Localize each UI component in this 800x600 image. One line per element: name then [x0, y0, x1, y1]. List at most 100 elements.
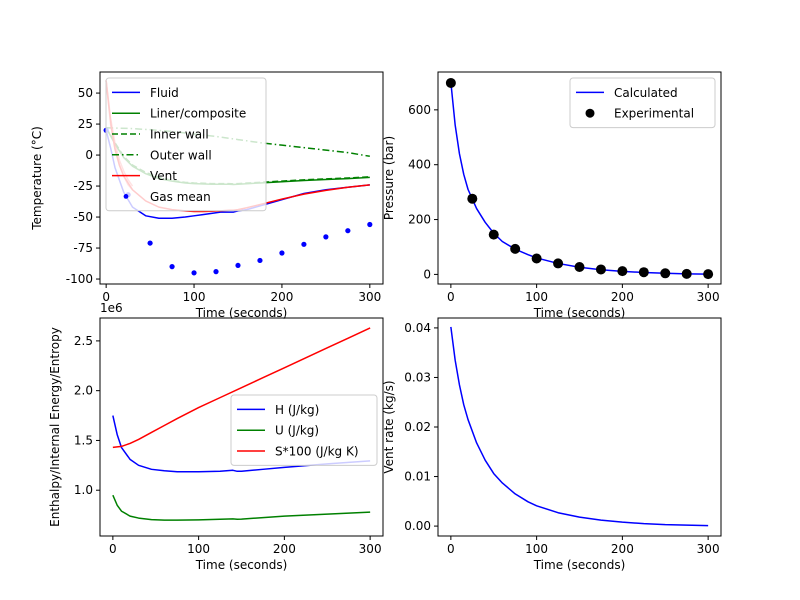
legend-label: Inner wall	[150, 128, 209, 142]
legend-label: U (J/kg)	[275, 424, 319, 438]
legend-label: Vent	[150, 169, 177, 183]
x-axis-label: Time (seconds)	[533, 306, 626, 320]
y-tick-label: -75	[73, 241, 93, 255]
legend: Fluid Liner/composite Inner wall Outer wall…	[105, 77, 267, 212]
y-tick-label: 1.0	[74, 483, 93, 497]
experimental-point	[617, 266, 628, 277]
legend-marker	[585, 108, 595, 118]
legend-marker	[123, 194, 129, 199]
legend-label: Experimental	[614, 107, 694, 121]
x-tick-label: 0	[102, 290, 110, 304]
gas-mean-point	[279, 250, 285, 256]
x-tick-label: 200	[273, 542, 296, 556]
y-offset-text: 1e6	[100, 301, 123, 315]
gas-mean-point	[257, 257, 263, 264]
experimental-point	[531, 253, 542, 264]
y-tick-label: 0.00	[404, 519, 431, 533]
gas-mean-point	[345, 228, 351, 234]
x-tick-label: 200	[270, 290, 293, 304]
y-tick-label: -100	[66, 272, 93, 286]
plot-area	[450, 326, 709, 527]
y-tick-label: -25	[73, 179, 93, 193]
u-j-kg-line	[112, 494, 371, 521]
temperature-panel: 0 100 200 300 -100 -75 -50 -25 0 25 50 Time (second…	[30, 71, 384, 320]
y-tick-label: 0	[423, 267, 431, 281]
y-tick-label: 600	[408, 103, 431, 117]
h-j-kg-line	[112, 415, 371, 473]
y-tick-label: 2.0	[74, 384, 93, 398]
gas-mean-point	[147, 240, 153, 246]
y-tick-label: 2.5	[74, 334, 93, 348]
y-tick-label: 0.01	[404, 470, 431, 484]
legend-box	[569, 77, 716, 129]
x-tick-label: 300	[697, 542, 720, 556]
x-tick-label: 300	[358, 290, 381, 304]
axes-frame	[99, 317, 384, 537]
legend-label: H (J/kg)	[275, 403, 319, 417]
experimental-point	[510, 243, 521, 254]
gas-mean-point	[169, 264, 175, 270]
experimental-point	[467, 193, 478, 204]
legend-label: S*100 (J/kg K)	[275, 445, 359, 459]
y-tick-label: 50	[78, 86, 93, 100]
experimental-point	[553, 258, 564, 269]
x-tick-label: 300	[359, 542, 382, 556]
x-tick-label: 100	[187, 542, 210, 556]
experimental-point	[703, 269, 714, 280]
energy-panel: 0 100 200 300 1.0 1.5 2.0 2.5 Time (seconds) Enth…	[48, 301, 384, 572]
gas-mean-point	[235, 262, 241, 269]
x-tick-label: 200	[611, 542, 634, 556]
experimental-point	[681, 268, 692, 279]
plot-area	[445, 77, 714, 280]
y-tick-label: 400	[408, 158, 431, 172]
gas-mean-point	[323, 234, 329, 240]
y-axis-label: Vent rate (kg/s)	[382, 380, 396, 473]
y-tick-label: 25	[78, 117, 93, 131]
legend-box	[230, 394, 378, 466]
x-axis-label: Time (seconds)	[195, 306, 288, 320]
legend-box	[105, 77, 267, 212]
plot-area	[112, 327, 371, 521]
x-tick-label: 300	[697, 290, 720, 304]
experimental-point	[595, 264, 606, 275]
x-tick-label: 100	[525, 290, 548, 304]
gas-mean-point	[191, 270, 197, 276]
axes-frame	[99, 71, 384, 285]
legend-label: Liner/composite	[150, 107, 246, 121]
experimental-point	[660, 268, 671, 279]
gas-mean-point	[213, 269, 219, 275]
legend-label: Gas mean	[150, 190, 211, 204]
x-tick-label: 0	[109, 542, 117, 556]
x-axis-label: Time (seconds)	[195, 558, 288, 572]
y-axis-label: Pressure (bar)	[382, 136, 396, 220]
experimental-point	[574, 261, 585, 272]
x-tick-label: 100	[525, 542, 548, 556]
legend: H (J/kg) U (J/kg) S*100 (J/kg K)	[230, 394, 378, 466]
legend-label: Calculated	[614, 86, 678, 100]
y-tick-label: 200	[408, 213, 431, 227]
gas-mean-point	[367, 221, 373, 228]
y-tick-label: 0	[85, 148, 93, 162]
experimental-point	[638, 267, 649, 278]
legend-label: Fluid	[150, 86, 179, 100]
y-axis-label: Enthalpy/Internal Energy/Entropy	[48, 327, 62, 527]
experimental-point	[445, 77, 456, 88]
legend-label: Outer wall	[150, 148, 212, 162]
gas-mean-point	[301, 241, 307, 247]
legend: Calculated Experimental	[569, 77, 716, 129]
x-tick-label: 0	[447, 542, 455, 556]
x-tick-label: 0	[447, 290, 455, 304]
series-line	[450, 326, 709, 527]
s-100-j-kg-k-line	[112, 327, 371, 449]
y-tick-label: 0.03	[404, 370, 431, 384]
y-tick-label: 0.02	[404, 420, 431, 434]
y-tick-label: 0.04	[404, 321, 431, 335]
y-tick-label: 1.5	[74, 433, 93, 447]
x-tick-label: 100	[183, 290, 206, 304]
axes-frame	[437, 71, 722, 285]
y-tick-label: -50	[73, 210, 93, 224]
vent-rate-panel: 0 100 200 300 0.00 0.01 0.02 0.03 0.04 Time (seco…	[382, 317, 722, 572]
pressure-panel: 0 100 200 300 0 200 400 600 Time (seconds) Pressu…	[382, 71, 722, 320]
y-axis-label: Temperature (°C)	[30, 126, 44, 231]
